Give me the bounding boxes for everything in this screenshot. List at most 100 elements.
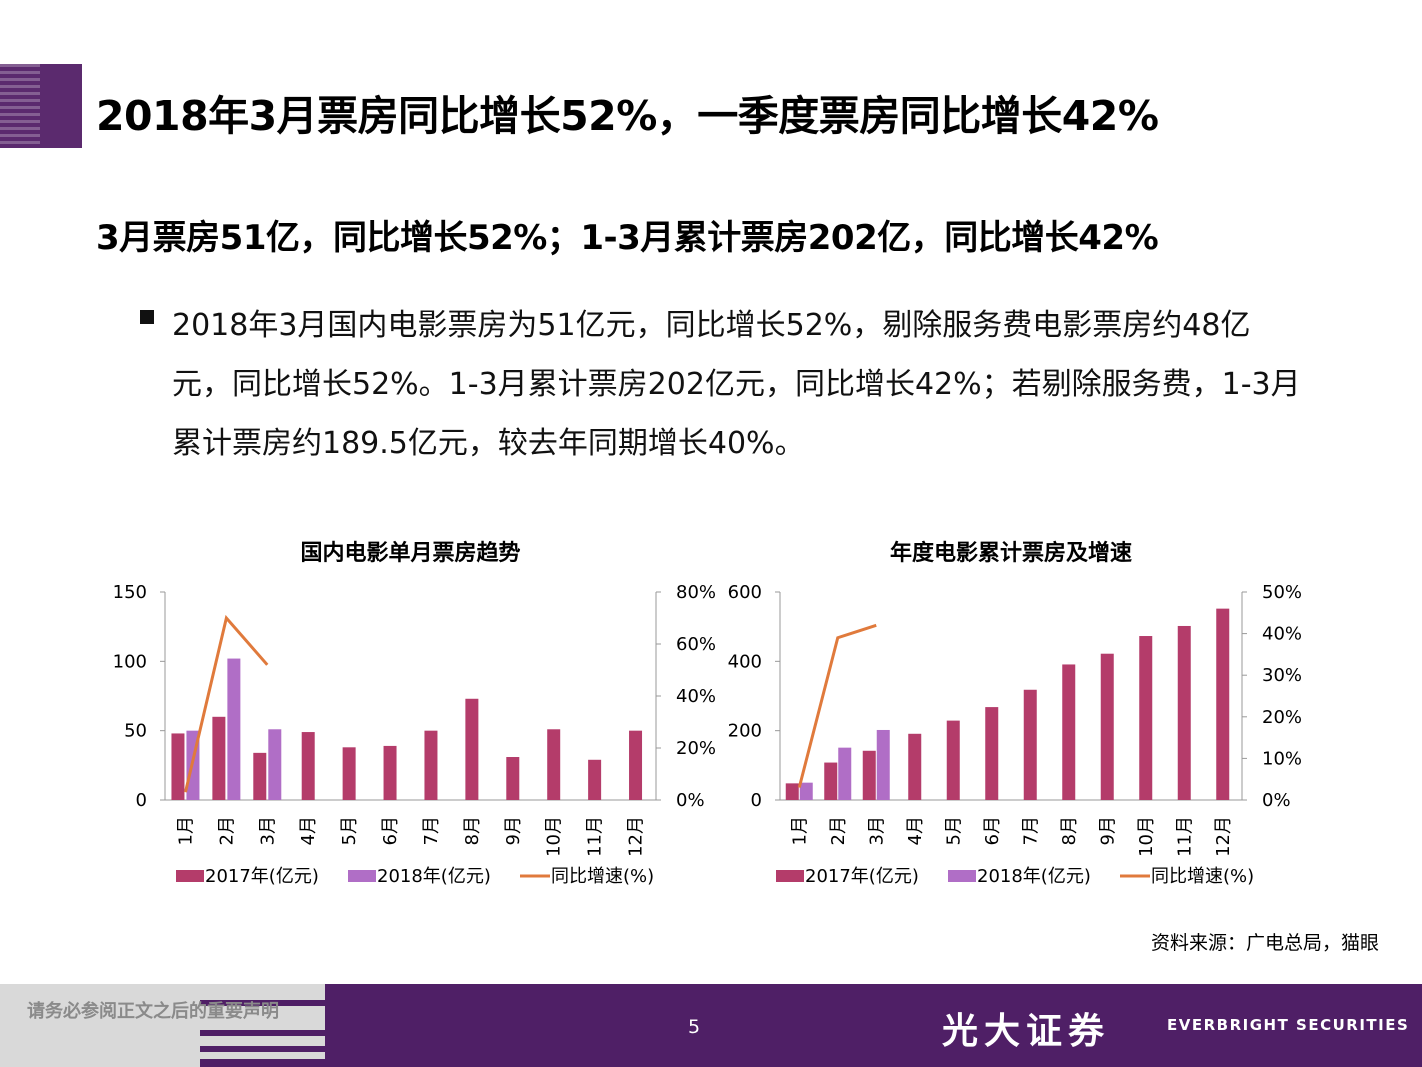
logo-stripes	[0, 64, 40, 148]
y2-tick-label: 20%	[1262, 707, 1302, 728]
bar-2017	[908, 733, 922, 800]
x-tick-label: 11月	[585, 816, 606, 857]
monthly-chart-svg: 国内电影单月票房趋势 0 50 100 150 0% 20% 40% 60% 80% 1月 2月 3月 4…	[113, 540, 716, 887]
bar-2017	[1139, 636, 1153, 800]
x-tick-label: 9月	[1097, 816, 1118, 845]
x-tick-label: 11月	[1174, 816, 1195, 857]
bar-2017	[506, 757, 520, 800]
bar-2018	[799, 782, 813, 800]
x-tick-label: 7月	[1020, 816, 1041, 845]
x-tick-label: 9月	[503, 816, 524, 845]
bar-2017	[1216, 608, 1230, 800]
brand-name-en: EVERBRIGHT SECURITIES	[1167, 1016, 1410, 1034]
y2-tick-label: 40%	[1262, 624, 1302, 645]
x-tick-label: 10月	[544, 816, 565, 857]
footer-stripes	[200, 986, 395, 1067]
bar-2017	[946, 720, 960, 800]
x-tick-label: 12月	[1213, 816, 1234, 857]
y2-tick-label: 50%	[1262, 582, 1302, 603]
cumulative-box-office-chart: 年度电影累计票房及增速 0 200 400 600 0% 10% 20% 30% 40% 50% 1月…	[718, 530, 1338, 900]
y-tick-label: 150	[113, 582, 147, 603]
source-note: 资料来源：广电总局，猫眼	[1150, 932, 1379, 954]
x-tick-label: 2月	[216, 816, 237, 845]
bar-2018	[227, 658, 241, 800]
bar-2017	[212, 716, 226, 800]
x-tick-label: 4月	[298, 816, 319, 845]
bar-2017	[301, 732, 315, 800]
footer-left-panel	[0, 984, 325, 1067]
bar-2017	[862, 750, 876, 800]
legend-label-2018: 2018年(亿元)	[377, 866, 491, 887]
x-tick-label: 4月	[905, 816, 926, 845]
chart-title: 国内电影单月票房趋势	[300, 540, 520, 566]
bar-2018	[876, 729, 890, 800]
y2-tick-label: 10%	[1262, 748, 1302, 769]
bar-2017	[1023, 689, 1037, 800]
x-tick-label: 6月	[380, 816, 401, 845]
bar-2018	[268, 729, 282, 800]
y-tick-label: 0	[751, 790, 762, 811]
y2-tick-label: 30%	[1262, 665, 1302, 686]
x-tick-label: 5月	[943, 816, 964, 845]
y-tick-label: 200	[728, 721, 762, 742]
legend-swatch-2017	[776, 870, 804, 882]
y2-tick-label: 0%	[1262, 790, 1291, 811]
bar-2018	[838, 747, 852, 800]
bar-2017	[1100, 653, 1114, 800]
legend-label-2017: 2017年(亿元)	[205, 866, 319, 887]
legend-swatch-2017	[176, 870, 204, 882]
bar-2017	[985, 707, 999, 800]
y2-tick-label: 80%	[676, 582, 716, 603]
page-number: 5	[688, 1016, 701, 1038]
bar-2017	[342, 747, 356, 800]
legend-label-2017: 2017年(亿元)	[805, 866, 919, 887]
legend-swatch-2018	[948, 870, 976, 882]
bar-2017	[383, 745, 397, 800]
bar-2017	[171, 733, 185, 800]
bullet-icon	[140, 310, 154, 324]
brand-name-cn: 光大证券	[942, 1010, 1111, 1052]
legend-label-growth: 同比增速(%)	[551, 866, 654, 887]
x-tick-label: 8月	[462, 816, 483, 845]
footer: 请务必参阅正文之后的重要声明 5 光大证券 EVERBRIGHT SECURIT…	[0, 984, 1422, 1067]
disclaimer-note: 请务必参阅正文之后的重要声明	[27, 1001, 279, 1022]
x-tick-label: 3月	[866, 816, 887, 845]
logo-block	[0, 64, 82, 148]
y-tick-label: 400	[728, 651, 762, 672]
x-tick-label: 5月	[339, 816, 360, 845]
bar-2017	[465, 698, 479, 800]
y2-tick-label: 60%	[676, 634, 716, 655]
page-title: 2018年3月票房同比增长52%，一季度票房同比增长42%	[96, 92, 1159, 140]
y2-tick-label: 0%	[676, 790, 705, 811]
y-tick-label: 50	[124, 721, 147, 742]
x-tick-label: 7月	[421, 816, 442, 845]
x-tick-label: 12月	[626, 816, 647, 857]
bar-2017	[424, 730, 438, 800]
x-tick-label: 3月	[257, 816, 278, 845]
bar-2017	[588, 759, 602, 800]
x-tick-label: 1月	[175, 816, 196, 845]
chart-title: 年度电影累计票房及增速	[890, 540, 1132, 566]
x-tick-label: 10月	[1136, 816, 1157, 857]
bar-2017	[785, 783, 799, 800]
x-tick-label: 8月	[1059, 816, 1080, 845]
x-tick-label: 2月	[828, 816, 849, 845]
cumulative-chart-svg: 年度电影累计票房及增速 0 200 400 600 0% 10% 20% 30% 40% 50% 1月…	[728, 540, 1302, 887]
y-tick-label: 100	[113, 651, 147, 672]
legend-label-growth: 同比增速(%)	[1151, 866, 1254, 887]
page-subtitle: 3月票房51亿，同比增长52%；1-3月累计票房202亿，同比增长42%	[96, 218, 1159, 258]
body-paragraph: 2018年3月国内电影票房为51亿元，同比增长52%，剔除服务费电影票房约48亿…	[172, 308, 1301, 461]
legend-label-2018: 2018年(亿元)	[977, 866, 1091, 887]
legend-swatch-2018	[348, 870, 376, 882]
y2-tick-label: 20%	[676, 738, 716, 759]
bar-2017	[1062, 664, 1076, 800]
growth-line	[797, 623, 877, 788]
y2-tick-label: 40%	[676, 686, 716, 707]
x-tick-label: 6月	[982, 816, 1003, 845]
monthly-box-office-chart: 国内电影单月票房趋势 0 50 100 150 0% 20% 40% 60% 80% 1月 2月 3月 4…	[100, 530, 720, 900]
bar-2017	[629, 730, 643, 800]
bar-2017	[824, 762, 838, 800]
bar-2017	[1177, 625, 1191, 800]
bar-2017	[253, 752, 267, 800]
y-tick-label: 600	[728, 582, 762, 603]
